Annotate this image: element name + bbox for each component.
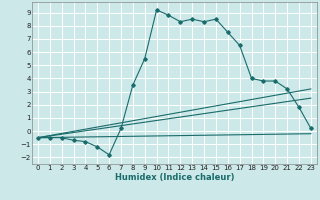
X-axis label: Humidex (Indice chaleur): Humidex (Indice chaleur) xyxy=(115,173,234,182)
